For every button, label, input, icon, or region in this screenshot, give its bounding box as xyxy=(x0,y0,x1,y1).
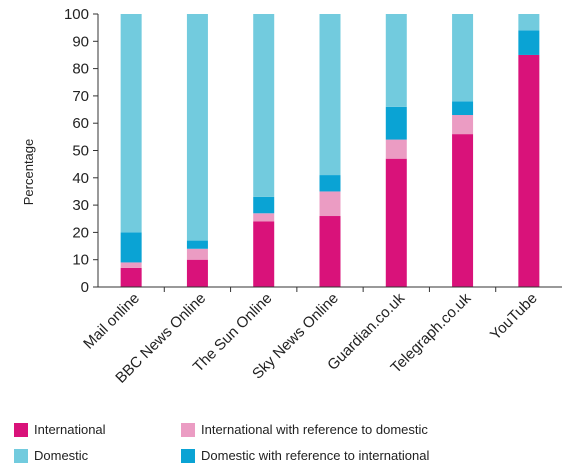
bar-youtube-international xyxy=(518,54,540,288)
legend-label-international-ref-domestic: International with reference to domestic xyxy=(201,422,428,437)
y-tick-label-40: 40 xyxy=(72,170,89,187)
bar-bbc-news-online-domestic-with-reference-to-international xyxy=(186,240,208,249)
x-tick-label-mail-online: Mail online xyxy=(80,290,143,353)
legend-item-international-ref-domestic: International with reference to domestic xyxy=(181,422,428,437)
bar-sky-news-online-domestic-with-reference-to-international xyxy=(319,175,341,192)
bar-bbc-news-online-international xyxy=(186,259,208,287)
legend: International International with referen… xyxy=(14,416,554,466)
y-tick-label-90: 90 xyxy=(72,33,89,50)
bar-sky-news-online-domestic xyxy=(319,14,341,176)
bar-guardian-co-uk-international-with-reference-to-domestic xyxy=(385,139,407,159)
bar-mail-online-domestic xyxy=(120,14,142,233)
y-tick-label-80: 80 xyxy=(72,61,89,78)
bar-the-sun-online-international-with-reference-to-domestic xyxy=(253,213,275,222)
bar-sky-news-online-international-with-reference-to-domestic xyxy=(319,191,341,217)
bar-mail-online-international-with-reference-to-domestic xyxy=(120,262,142,268)
bar-sky-news-online-international xyxy=(319,216,341,287)
y-tick-label-30: 30 xyxy=(72,197,89,214)
bar-guardian-co-uk-international xyxy=(385,158,407,287)
y-axis-ticks: 0 10 20 30 40 50 60 70 80 90 100 xyxy=(64,6,98,296)
legend-item-international: International xyxy=(14,422,106,437)
bar-telegraph-co-uk-domestic xyxy=(452,14,474,102)
bar-bbc-news-online-domestic xyxy=(186,14,208,241)
bar-mail-online-international xyxy=(120,267,142,287)
bar-guardian-co-uk-domestic xyxy=(385,14,407,107)
x-tick-label-youtube: YouTube xyxy=(487,290,541,344)
y-tick-label-50: 50 xyxy=(72,143,89,160)
legend-label-domestic-ref-international: Domestic with reference to international xyxy=(201,448,430,463)
legend-swatch-international xyxy=(14,422,28,437)
bar-telegraph-co-uk-domestic-with-reference-to-international xyxy=(452,101,474,116)
y-axis-title-group: Percentage xyxy=(21,139,36,206)
bar-mail-online-domestic-with-reference-to-international xyxy=(120,232,142,263)
bar-bbc-news-online-international-with-reference-to-domestic xyxy=(186,248,208,260)
legend-item-domestic-ref-international: Domestic with reference to international xyxy=(181,448,429,463)
axes-layer xyxy=(97,14,562,292)
y-tick-label-20: 20 xyxy=(72,224,89,241)
legend-item-domestic: Domestic xyxy=(14,448,88,463)
bar-the-sun-online-domestic xyxy=(253,14,275,197)
stacked-bar-chart: Percentage 0 10 20 30 40 50 60 70 80 90 100 Mail o… xyxy=(21,6,562,387)
bars-layer xyxy=(120,14,540,288)
bar-youtube-domestic-with-reference-to-international xyxy=(518,30,540,55)
legend-swatch-domestic-ref-international xyxy=(181,448,195,463)
bar-the-sun-online-domestic-with-reference-to-international xyxy=(253,196,275,214)
bar-telegraph-co-uk-international-with-reference-to-domestic xyxy=(452,115,474,135)
legend-swatch-domestic xyxy=(14,448,28,463)
y-tick-label-100: 100 xyxy=(64,6,89,23)
bar-guardian-co-uk-domestic-with-reference-to-international xyxy=(385,106,407,140)
y-tick-label-0: 0 xyxy=(81,279,89,296)
y-tick-label-10: 10 xyxy=(72,252,89,269)
bar-the-sun-online-international xyxy=(253,221,275,287)
y-tick-label-70: 70 xyxy=(72,88,89,105)
bar-youtube-domestic xyxy=(518,14,540,31)
legend-label-international: International xyxy=(34,422,106,437)
bar-telegraph-co-uk-international xyxy=(452,134,474,287)
legend-swatch-international-ref-domestic xyxy=(181,422,195,437)
y-axis-title: Percentage xyxy=(21,139,36,206)
y-tick-label-60: 60 xyxy=(72,115,89,132)
legend-label-domestic: Domestic xyxy=(34,448,89,463)
